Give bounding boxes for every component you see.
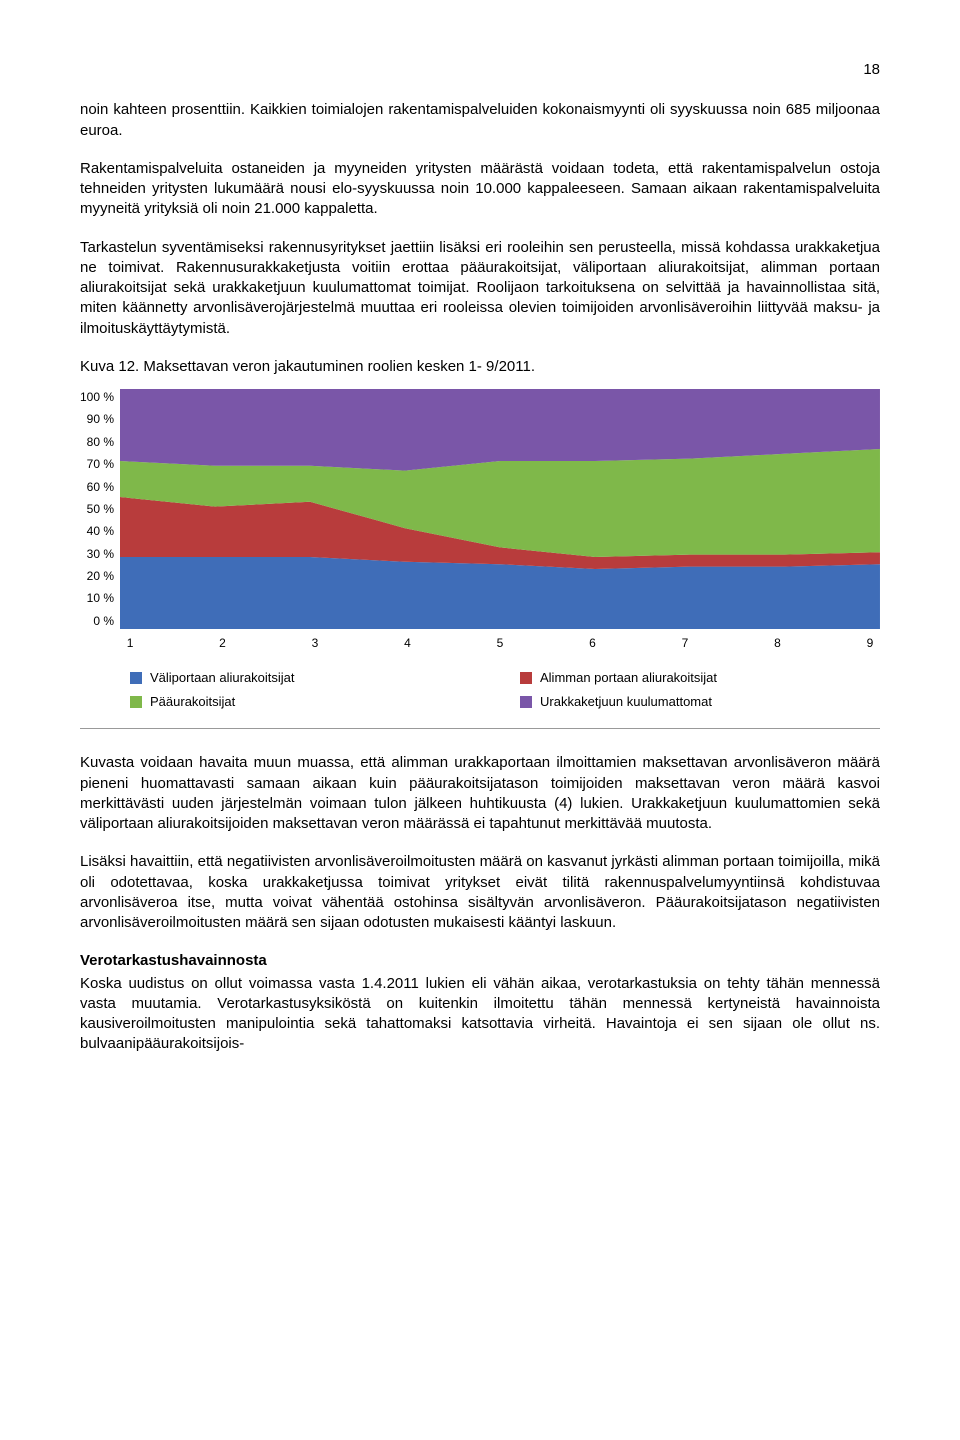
paragraph-5: Lisäksi havaittiin, että negatiivisten a… [80, 852, 880, 933]
legend: Väliportaan aliurakoitsijat Alimman porta… [130, 669, 880, 710]
x-tick-label: 3 [305, 635, 325, 651]
y-tick-label: 80 % [87, 434, 114, 450]
x-tick-label: 6 [582, 635, 602, 651]
y-axis: 100 % 90 % 80 % 70 % 60 % 50 % 40 % 30 % 20 % 10 … [80, 389, 120, 629]
y-tick-label: 90 % [87, 411, 114, 427]
y-tick-label: 30 % [87, 546, 114, 562]
y-tick-label: 10 % [87, 590, 114, 606]
x-tick-label: 8 [767, 635, 787, 651]
paragraph-1: noin kahteen prosenttiin. Kaikkien toimi… [80, 100, 880, 141]
x-axis: 1 2 3 4 5 6 7 8 9 [120, 629, 880, 651]
legend-item: Väliportaan aliurakoitsijat [130, 669, 490, 687]
y-tick-label: 50 % [87, 501, 114, 517]
legend-label: Alimman portaan aliurakoitsijat [540, 669, 717, 687]
legend-item: Urakkaketjuun kuulumattomat [520, 693, 880, 711]
stacked-area-plot [120, 389, 880, 629]
x-tick-label: 1 [120, 635, 140, 651]
y-tick-label: 70 % [87, 456, 114, 472]
chart-container: 100 %90 %80 %70 %60 %50 %40 %30 %20 %10 … [80, 389, 880, 729]
figure-caption: Kuva 12. Maksettavan veron jakautuminen … [80, 357, 880, 377]
legend-item: Pääurakoitsijat [130, 693, 490, 711]
legend-label: Väliportaan aliurakoitsijat [150, 669, 295, 687]
paragraph-4: Kuvasta voidaan havaita muun muassa, ett… [80, 753, 880, 834]
legend-swatch [520, 696, 532, 708]
x-tick-label: 2 [213, 635, 233, 651]
paragraph-3: Tarkastelun syventämiseksi rakennusyrity… [80, 238, 880, 339]
x-tick-label: 7 [675, 635, 695, 651]
paragraph-6: Koska uudistus on ollut voimassa vasta 1… [80, 974, 880, 1055]
y-tick-label: 0 % [93, 613, 114, 629]
legend-swatch [130, 696, 142, 708]
series-area [120, 557, 880, 629]
x-tick-label: 9 [860, 635, 880, 651]
y-tick-label: 40 % [87, 523, 114, 539]
section-subhead: Verotarkastushavainnosta [80, 951, 880, 971]
paragraph-2: Rakentamispalveluita ostaneiden ja myyne… [80, 159, 880, 220]
legend-label: Pääurakoitsijat [150, 693, 235, 711]
x-tick-label: 4 [397, 635, 417, 651]
y-tick-label: 60 % [87, 479, 114, 495]
y-tick-label: 100 % [80, 389, 114, 405]
legend-item: Alimman portaan aliurakoitsijat [520, 669, 880, 687]
y-tick-label: 20 % [87, 568, 114, 584]
x-tick-label: 5 [490, 635, 510, 651]
legend-label: Urakkaketjuun kuulumattomat [540, 693, 712, 711]
legend-swatch [130, 672, 142, 684]
page-number: 18 [80, 60, 880, 80]
legend-swatch [520, 672, 532, 684]
